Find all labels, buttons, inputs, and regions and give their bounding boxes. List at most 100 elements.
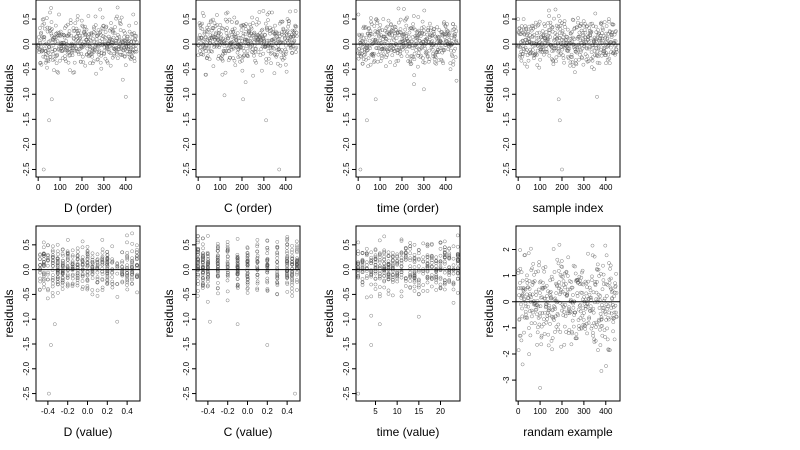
data-point [360, 280, 365, 285]
data-point [225, 19, 230, 24]
data-point [542, 52, 546, 57]
data-point [523, 287, 528, 292]
y-tick-label: 0.0 [22, 264, 31, 276]
data-point [358, 51, 362, 56]
data-point [252, 53, 256, 58]
data-point [568, 60, 573, 65]
data-point [277, 31, 281, 36]
data-point [69, 33, 73, 38]
data-point [412, 276, 417, 280]
data-point [442, 20, 446, 24]
data-point [245, 282, 250, 287]
data-point [364, 260, 369, 265]
data-point [56, 258, 60, 263]
data-point [537, 30, 542, 35]
data-point [589, 278, 594, 282]
data-point [378, 59, 383, 64]
data-point [195, 258, 200, 263]
data-point [209, 28, 214, 33]
data-point [373, 260, 378, 265]
data-point [238, 59, 242, 64]
data-point [579, 275, 584, 280]
data-point [125, 280, 130, 285]
data-point [390, 43, 395, 47]
data-point [65, 264, 70, 269]
data-point [272, 71, 277, 76]
data-point [560, 47, 565, 52]
data-point [360, 277, 365, 281]
data-point [41, 251, 46, 256]
data-point [408, 264, 413, 269]
data-point [601, 49, 606, 53]
data-point [593, 53, 597, 58]
data-point [205, 299, 210, 304]
data-points [356, 233, 460, 396]
data-point [106, 47, 111, 52]
data-point [50, 278, 55, 282]
data-point [360, 61, 365, 66]
data-point [455, 251, 460, 256]
data-point [419, 26, 424, 30]
data-point [290, 243, 294, 248]
plot-frame [355, 225, 461, 402]
data-point [528, 33, 532, 37]
data-point [255, 255, 260, 260]
data-point [255, 249, 260, 254]
data-point [586, 39, 591, 44]
data-point [447, 273, 452, 277]
data-point [211, 26, 216, 30]
data-point [199, 35, 204, 40]
data-point [127, 29, 132, 34]
data-point [283, 35, 287, 40]
data-point [431, 29, 436, 34]
data-point [66, 34, 71, 38]
data-point [541, 322, 546, 327]
data-point [372, 24, 377, 28]
data-point [416, 285, 421, 290]
data-point [42, 282, 46, 286]
data-point [125, 39, 130, 44]
data-point [380, 46, 385, 51]
data-point [545, 314, 550, 318]
data-point [435, 25, 440, 29]
data-point [570, 318, 575, 323]
data-point [58, 48, 63, 53]
data-point [219, 35, 224, 40]
data-point [50, 291, 55, 295]
data-point [240, 58, 244, 63]
data-point [114, 38, 119, 43]
data-point [222, 39, 227, 43]
y-tick-label: -2.5 [342, 386, 351, 400]
data-point [46, 270, 50, 275]
data-point [201, 258, 205, 263]
data-point [90, 262, 95, 267]
data-point [416, 15, 421, 19]
data-point [585, 54, 590, 59]
data-point [40, 34, 44, 39]
data-point [395, 255, 400, 260]
data-point [208, 38, 212, 43]
data-point [275, 61, 280, 66]
data-point [394, 59, 399, 64]
data-point [390, 261, 395, 266]
data-point [402, 7, 406, 11]
data-point [608, 266, 612, 271]
data-point [451, 59, 456, 64]
data-point [243, 32, 248, 36]
data-point [521, 46, 526, 51]
data-point [521, 27, 526, 32]
data-point [403, 251, 408, 256]
data-point [605, 337, 610, 342]
data-point [552, 270, 557, 274]
data-point [295, 288, 299, 292]
y-tick-label: 0.5 [342, 239, 351, 251]
data-point [520, 362, 525, 367]
data-point [196, 264, 200, 269]
data-point [45, 25, 50, 30]
data-point [272, 52, 277, 57]
data-point [46, 257, 50, 262]
y-tick-label: -0.5 [22, 287, 31, 301]
data-point [204, 72, 208, 77]
data-point [411, 55, 416, 60]
data-point [230, 20, 234, 24]
